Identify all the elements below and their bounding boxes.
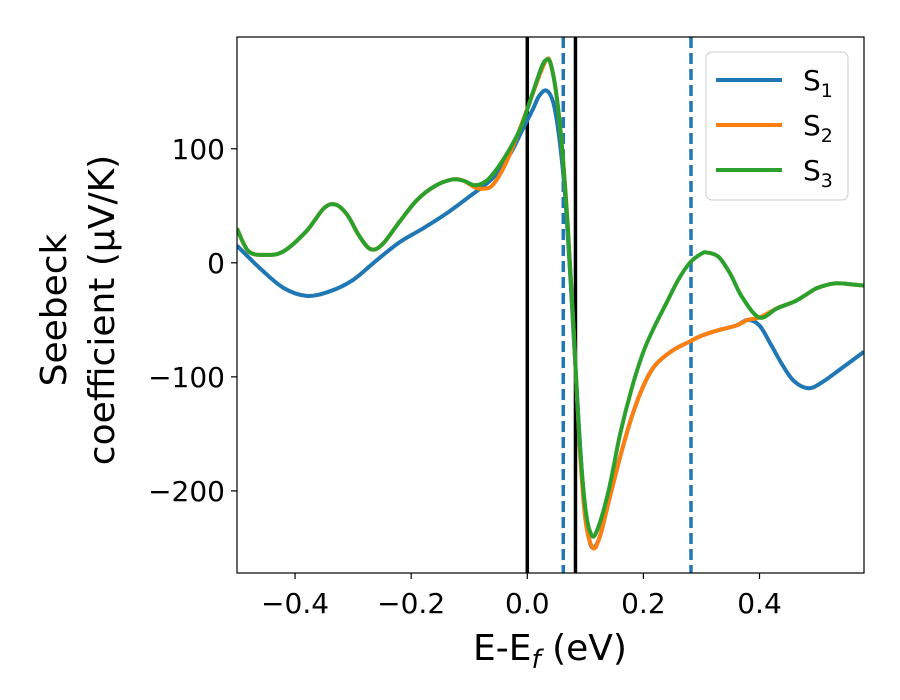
x-tick-label: −0.2 xyxy=(377,587,445,620)
y-axis-label-line1: Seebeck xyxy=(34,233,75,386)
legend: S1 S2 S3 xyxy=(705,51,849,201)
x-tick-label: −0.4 xyxy=(261,587,329,620)
x-tick-label: 0.4 xyxy=(737,587,782,620)
y-tick-label: 100 xyxy=(172,133,225,166)
legend-label-S3: S3 xyxy=(803,154,833,192)
y-tick-label: 0 xyxy=(207,247,225,280)
y-tick-label: −200 xyxy=(148,475,225,508)
x-axis-ticks: −0.4 −0.2 0.0 0.2 0.4 xyxy=(261,573,782,620)
x-axis-label-main: E-E xyxy=(473,628,531,669)
y-axis-ticks: 100 0 −100 −200 xyxy=(148,133,237,508)
legend-label-S1: S1 xyxy=(803,64,833,102)
reference-lines xyxy=(525,37,693,573)
y-axis-label-line2: coefficient (μV/K) xyxy=(82,155,123,465)
x-axis-label-unit: (eV) xyxy=(541,628,627,669)
y-tick-label: −100 xyxy=(148,361,225,394)
x-axis-label: E-Ef (eV) xyxy=(473,628,627,675)
plot-frame xyxy=(236,36,865,574)
legend-label-S2: S2 xyxy=(803,109,833,147)
x-tick-label: 0.2 xyxy=(621,587,666,620)
series-line-S3 xyxy=(237,57,864,539)
series-lines xyxy=(237,56,864,551)
x-tick-label: 0.0 xyxy=(505,587,550,620)
